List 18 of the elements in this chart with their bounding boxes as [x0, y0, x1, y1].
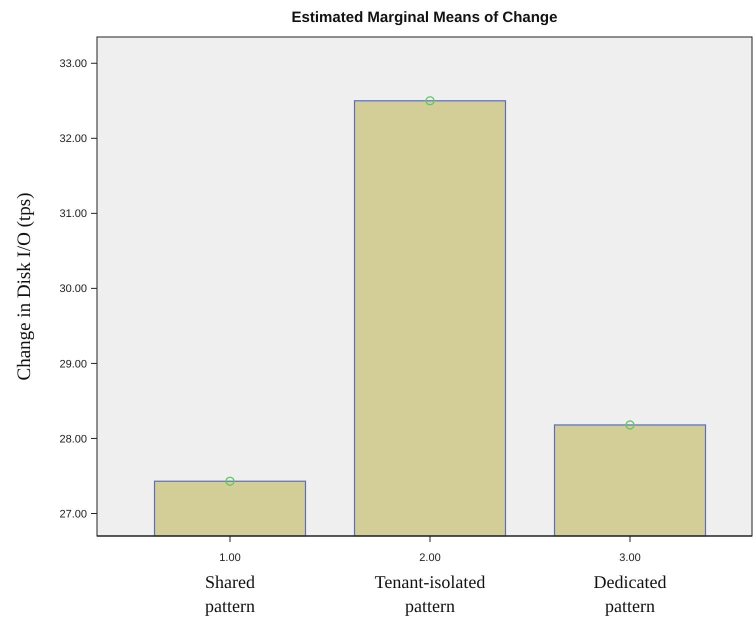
y-tick-label: 30.00	[59, 283, 87, 296]
y-axis-title: Change in Disk I/O (tps)	[14, 192, 35, 380]
x-tick-label: Dedicated pattern	[594, 572, 666, 616]
chart-title: Estimated Marginal Means of Change	[292, 9, 558, 26]
y-tick-label: 29.00	[59, 358, 87, 370]
point	[225, 476, 235, 486]
x-tick-label: Tenant-isolated pattern	[374, 572, 486, 616]
y-tick-label: 28.00	[59, 433, 87, 446]
point	[625, 420, 635, 430]
point	[425, 96, 435, 106]
y-tick-label: 27.00	[59, 508, 87, 520]
y-tick-label: 33.00	[59, 58, 87, 70]
y-tick-label: 32.00	[59, 133, 87, 146]
text: 2.00	[419, 552, 441, 564]
text: 3.00	[619, 552, 641, 564]
x-tick-label: Shared pattern	[205, 572, 255, 616]
y-tick-label: 31.00	[59, 208, 87, 220]
text: 1.00	[219, 552, 241, 564]
